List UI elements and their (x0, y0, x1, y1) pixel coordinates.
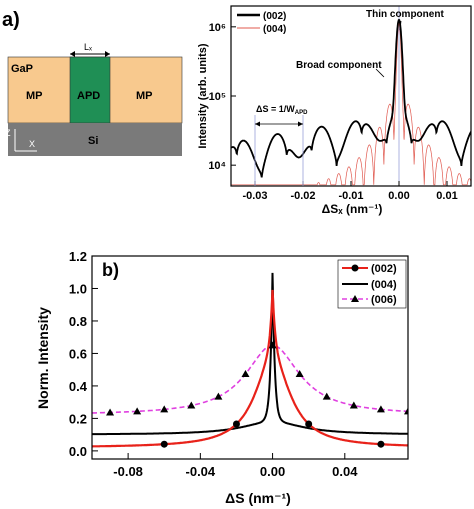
chart-a-xtick-label: -0.01 (338, 190, 363, 202)
width-label: Lₓ (84, 42, 92, 52)
si-label: Si (88, 135, 98, 147)
chart-b-ytick-label: 1.2 (69, 249, 87, 264)
thin-component-annotation: Thin component (366, 9, 444, 20)
chart-b-ylabel: Norm. Intensity (35, 307, 51, 409)
series-b-002-marker (377, 440, 385, 448)
series-b-006-marker (241, 369, 250, 377)
series-b-006-marker (349, 401, 358, 409)
broad-component-pointer (375, 68, 385, 78)
schematic: GaP MP APD MP Si Lₓ Z X (5, 42, 183, 156)
chart-a-ylabel: Intensity (arb. units) (197, 43, 209, 148)
chart-a-xtick-label: -0.03 (242, 190, 267, 202)
panel-b-label: b) (102, 260, 119, 280)
series-a-004-line (231, 22, 471, 186)
axis-z-label: Z (5, 128, 11, 138)
mp-right-label: MP (136, 90, 153, 102)
gap-label: GaP (11, 63, 33, 75)
chart-a-xtick-label: 0.00 (388, 190, 409, 202)
chart-b: -0.08 -0.04 0.00 0.040.00.20.40.60.81.01.2 … (35, 249, 409, 506)
chart-b-ytick-label: 0.2 (69, 411, 87, 426)
chart-b-xtick-label: 0.04 (332, 464, 358, 479)
period-annotation: ΔS = 1/WAPD (256, 104, 308, 116)
chart-a-ytick-label: 10⁴ (208, 160, 226, 172)
period-arrow-head-left (255, 121, 260, 127)
chart-b-series (92, 272, 408, 448)
series-b-002-marker (232, 420, 240, 428)
legend-b-label-004: (004) (371, 279, 397, 291)
width-arrow-head-right (105, 51, 110, 57)
legend-b-marker-002 (351, 264, 359, 272)
axis-x-label: X (29, 139, 35, 149)
series-b-002-marker (305, 420, 313, 428)
chart-b-ytick-label: 0.4 (69, 379, 88, 394)
series-b-006-marker (160, 405, 169, 413)
series-b-002-line (92, 289, 408, 448)
chart-a-ytick-label: 10⁵ (209, 91, 226, 103)
series-b-006-marker (268, 341, 277, 349)
series-b-002-marker (160, 440, 168, 448)
chart-a-legend: (002) (004) (237, 11, 286, 35)
series-b-006-marker (106, 408, 115, 416)
legend-b-label-002: (002) (371, 263, 397, 275)
thin-component-pointer (399, 20, 402, 31)
chart-a-xtick-label: 0.01 (436, 190, 457, 202)
series-a-002-line (231, 18, 471, 178)
series-b-004-line (92, 272, 408, 436)
chart-b-xtick-label: -0.04 (186, 464, 216, 479)
broad-component-annotation: Broad component (296, 60, 382, 71)
chart-b-xlabel: ΔS (nm⁻¹) (225, 490, 291, 506)
series-b-006-marker (404, 407, 408, 415)
chart-b-ytick-label: 0.0 (69, 444, 87, 459)
series-b-006-marker (214, 392, 223, 400)
series-b-006-line (92, 344, 408, 414)
period-annotation-text: ΔS = 1/W (256, 104, 295, 114)
chart-a-ytick-label: 10⁶ (209, 22, 226, 34)
chart-a-xlabel: ΔSₓ (nm⁻¹) (322, 202, 383, 216)
chart-b-ticks: -0.08 -0.04 0.00 0.04 0.0 0.2 0.4 0.6 0.8 1.0 1.2 (69, 249, 358, 479)
series-b-006-marker (133, 407, 142, 415)
series-b-006-marker (322, 392, 331, 400)
chart-b-legend: (002) (004) (006) (337, 259, 407, 309)
legend-b-marker-006 (351, 295, 359, 302)
chart-a: -0.03 -0.02 -0.01 0.00 0.01 10⁴ 10⁵ 10⁶ Intensi… (197, 5, 472, 216)
series-b-006-marker (376, 405, 385, 413)
period-arrow-head-right (298, 121, 303, 127)
chart-a-series (231, 18, 471, 186)
chart-a-ticks: -0.03 -0.02 -0.01 0.00 0.01 10⁴ 10⁵ 10⁶ (208, 22, 457, 202)
chart-a-xtick-label: -0.02 (290, 190, 315, 202)
chart-b-xtick-label: -0.08 (113, 464, 143, 479)
series-b-006-marker (187, 401, 196, 409)
legend-b-label-006: (006) (371, 294, 397, 306)
chart-b-ytick-label: 0.6 (69, 346, 87, 361)
legend-a-label-004: (004) (263, 24, 286, 35)
panel-a-label: a) (2, 9, 20, 31)
chart-b-ytick-label: 0.8 (69, 314, 87, 329)
mp-left-label: MP (26, 90, 43, 102)
chart-b-frame (91, 255, 409, 460)
apd-label: APD (77, 90, 100, 102)
apd-region (69, 56, 111, 124)
chart-b-xtick-label: 0.00 (260, 464, 285, 479)
chart-b-ytick-label: 1.0 (69, 281, 87, 296)
width-arrow-head-left (70, 51, 75, 57)
period-annotation-subscript: APD (295, 110, 308, 116)
series-b-006-marker (295, 369, 304, 377)
legend-a-label-002: (002) (263, 11, 286, 22)
